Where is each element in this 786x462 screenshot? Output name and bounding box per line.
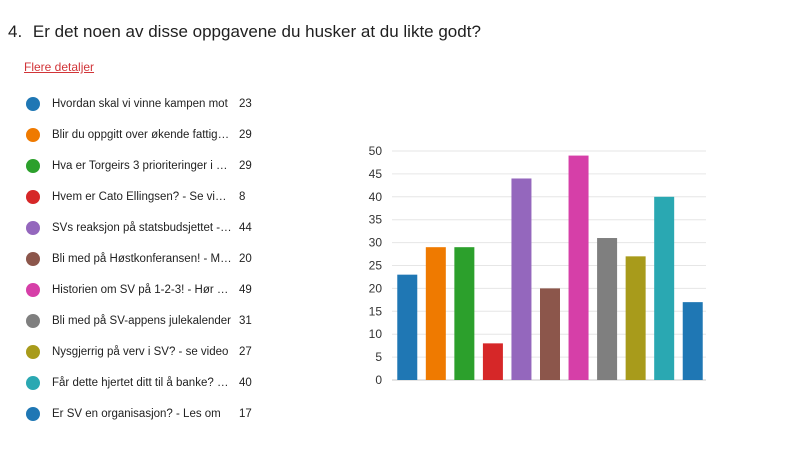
y-tick-label: 10 [369,327,383,341]
question-number: 4. [8,22,23,41]
legend-label: SVs reaksjon på statsbudsjettet - se [52,222,232,234]
legend-count: 40 [239,377,252,389]
y-tick-label: 35 [369,213,383,227]
question-title: 4. Er det noen av disse oppgavene du hus… [8,22,481,42]
legend-dot-icon [26,128,40,142]
bar-chart: 0 5 10 15 20 25 30 35 40 45 50 [369,144,706,387]
chart-legend: Hvordan skal vi vinne kampen mot 23 Blir d… [26,95,266,436]
question-text: Er det noen av disse oppgavene du husker… [32,22,481,41]
y-tick-label: 25 [369,259,383,273]
legend-item: Historien om SV på 1-2-3! - Hør podkast 4… [26,281,266,312]
bar[interactable] [568,155,589,380]
bar[interactable] [625,256,646,380]
legend-item: Er SV en organisasjon? - Les om 17 [26,405,266,436]
legend-label: Hva er Torgeirs 3 prioriteringer i 2022 [52,160,232,172]
bar[interactable] [397,274,418,380]
legend-item: Blir du oppgitt over økende fattigdom 29 [26,126,266,157]
legend-count: 27 [239,346,252,358]
legend-count: 49 [239,284,252,296]
legend-item: Hvem er Cato Ellingsen? - Se video 8 [26,188,266,219]
legend-label: Får dette hjertet ditt til å banke? - Le… [52,377,232,389]
legend-count: 29 [239,129,252,141]
bar[interactable] [482,343,503,380]
bar[interactable] [425,247,446,380]
legend-dot-icon [26,345,40,359]
legend-dot-icon [26,252,40,266]
y-tick-label: 45 [369,167,383,181]
legend-dot-icon [26,283,40,297]
legend-count: 23 [239,98,252,110]
legend-count: 44 [239,222,252,234]
legend-label: Er SV en organisasjon? - Les om [52,408,221,420]
legend-item: Får dette hjertet ditt til å banke? - Le… [26,374,266,405]
y-tick-label: 40 [369,190,383,204]
legend-label: Historien om SV på 1-2-3! - Hør podkast [52,284,232,296]
legend-item: Bli med på Høstkonferansen! - Meld deg 20 [26,250,266,281]
legend-dot-icon [26,159,40,173]
legend-item: Hva er Torgeirs 3 prioriteringer i 2022 2… [26,157,266,188]
legend-dot-icon [26,221,40,235]
legend-dot-icon [26,407,40,421]
bar[interactable] [540,288,560,380]
legend-count: 20 [239,253,252,265]
legend-item: SVs reaksjon på statsbudsjettet - se 44 [26,219,266,250]
y-tick-label: 5 [375,350,382,364]
legend-label: Bli med på Høstkonferansen! - Meld deg [52,253,232,265]
y-tick-label: 20 [369,281,383,295]
legend-item: Hvordan skal vi vinne kampen mot 23 [26,95,266,126]
legend-label: Hvordan skal vi vinne kampen mot [52,98,228,110]
y-tick-label: 30 [369,236,383,250]
y-tick-label: 50 [369,144,383,158]
more-details-link[interactable]: Flere detaljer [24,60,95,74]
legend-label: Bli med på SV-appens julekalender [52,315,232,327]
legend-count: 29 [239,160,252,172]
legend-dot-icon [26,314,40,328]
y-tick-label: 15 [369,304,383,318]
bar[interactable] [511,178,532,380]
legend-label: Blir du oppgitt over økende fattigdom [52,129,232,141]
legend-dot-icon [26,97,40,111]
legend-dot-icon [26,376,40,390]
y-tick-label: 0 [375,373,382,387]
legend-count: 8 [239,191,246,203]
bar[interactable] [454,247,475,380]
legend-count: 31 [239,315,252,327]
legend-item: Bli med på SV-appens julekalender 31 [26,312,266,343]
legend-dot-icon [26,190,40,204]
legend-label: Nysgjerrig på verv i SV? - se video [52,346,229,358]
bar[interactable] [597,238,618,380]
bar[interactable] [654,196,675,380]
legend-item: Nysgjerrig på verv i SV? - se video 27 [26,343,266,374]
legend-label: Hvem er Cato Ellingsen? - Se video [52,191,232,203]
legend-count: 17 [239,408,252,420]
bar[interactable] [682,302,703,380]
